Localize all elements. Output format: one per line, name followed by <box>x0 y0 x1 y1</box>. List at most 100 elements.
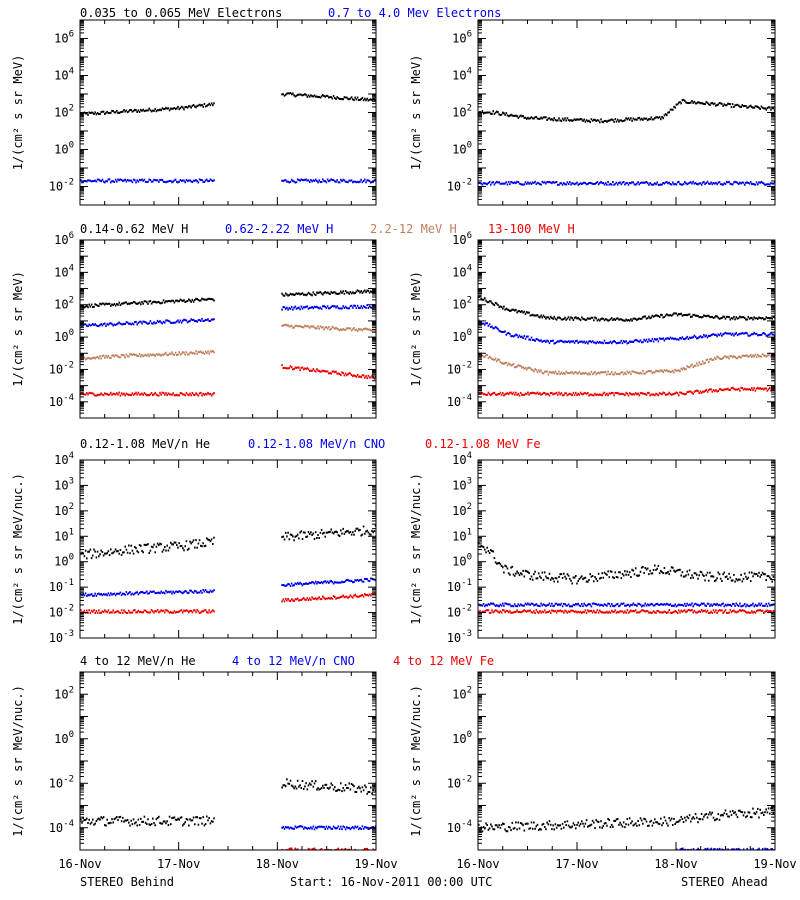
point <box>599 121 601 124</box>
point <box>523 604 526 607</box>
point <box>146 590 148 593</box>
point <box>116 323 118 326</box>
point <box>125 353 128 356</box>
point <box>124 301 126 304</box>
point <box>316 537 318 539</box>
point <box>711 101 714 104</box>
point <box>356 527 359 530</box>
point <box>314 597 317 600</box>
point <box>80 818 82 821</box>
point <box>761 332 764 335</box>
point <box>603 319 606 322</box>
point <box>513 366 516 369</box>
point <box>563 182 565 185</box>
point <box>747 315 750 318</box>
point <box>210 350 213 353</box>
point <box>755 355 758 358</box>
point <box>608 602 611 605</box>
point <box>634 183 637 186</box>
point <box>496 604 498 607</box>
point <box>525 368 528 371</box>
point <box>342 98 344 101</box>
point <box>633 603 636 606</box>
point <box>676 181 679 184</box>
point <box>365 848 367 850</box>
point <box>559 317 561 320</box>
point <box>524 181 527 184</box>
point <box>751 182 753 185</box>
point <box>731 356 734 359</box>
point <box>325 597 328 600</box>
point <box>613 394 615 397</box>
point <box>730 333 733 336</box>
point <box>110 391 112 394</box>
point <box>672 181 674 184</box>
point <box>171 181 173 184</box>
point <box>166 591 168 594</box>
point <box>348 531 350 534</box>
point <box>156 542 159 545</box>
point <box>372 329 374 332</box>
point <box>111 354 113 357</box>
point <box>324 827 326 830</box>
point <box>101 355 104 358</box>
point <box>593 341 595 344</box>
point <box>301 825 304 828</box>
point <box>132 593 135 596</box>
point <box>155 321 158 324</box>
point <box>190 106 192 109</box>
point <box>543 370 546 373</box>
point <box>293 600 295 603</box>
point <box>711 315 714 318</box>
point <box>110 357 112 360</box>
point <box>553 117 555 120</box>
point <box>150 354 153 357</box>
point <box>288 325 291 328</box>
point <box>716 390 718 393</box>
point <box>573 610 576 613</box>
point <box>367 374 370 377</box>
point <box>159 302 161 305</box>
point <box>331 784 334 787</box>
point <box>499 330 502 333</box>
point <box>283 179 286 182</box>
point <box>192 539 195 542</box>
point <box>682 847 684 850</box>
y-axis-label: 1/(cm² s sr MeV) <box>11 271 25 387</box>
point <box>572 609 575 612</box>
point <box>746 815 748 818</box>
point <box>624 826 626 829</box>
point <box>706 390 709 393</box>
point <box>700 813 703 815</box>
point <box>687 604 690 607</box>
point <box>292 92 294 95</box>
point <box>523 116 526 119</box>
point <box>706 609 709 612</box>
point <box>523 335 526 338</box>
point <box>364 784 366 787</box>
point <box>498 329 500 332</box>
point <box>583 577 585 580</box>
series-blue <box>478 602 775 608</box>
point <box>763 388 765 391</box>
point <box>563 371 565 374</box>
point <box>512 573 515 576</box>
point <box>200 817 202 820</box>
point <box>502 602 504 605</box>
point <box>317 826 319 828</box>
point <box>105 392 107 395</box>
point <box>160 590 162 593</box>
point <box>281 93 283 96</box>
point <box>323 370 325 373</box>
point <box>207 350 209 353</box>
point <box>747 576 750 579</box>
point <box>344 579 347 582</box>
point <box>561 183 564 186</box>
point <box>196 546 198 549</box>
point <box>304 826 306 829</box>
point <box>488 611 491 614</box>
point <box>713 316 716 319</box>
point <box>637 611 639 614</box>
point <box>752 333 754 336</box>
point <box>698 316 700 319</box>
